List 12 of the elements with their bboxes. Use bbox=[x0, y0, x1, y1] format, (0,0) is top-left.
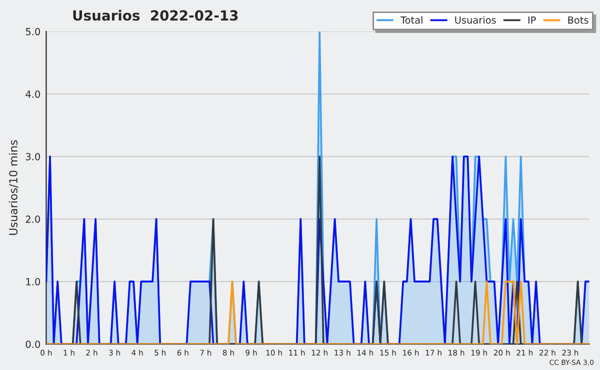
y-tick-label: 1.0 bbox=[26, 278, 40, 286]
legend-label: Total bbox=[400, 16, 422, 24]
y-tick-label: 0.0 bbox=[26, 340, 40, 348]
y-tick-label: 2.0 bbox=[26, 216, 40, 223]
legend-label: Bots bbox=[568, 16, 588, 24]
y-axis-title: Usuarios/10 mins bbox=[8, 140, 18, 235]
legend-label: IP bbox=[528, 16, 536, 24]
y-tick-label: 5.0 bbox=[26, 28, 40, 36]
y-tick-label: 3.0 bbox=[26, 152, 40, 160]
chart-title: Usuarios 2022-02-13 bbox=[73, 10, 238, 21]
y-tick-label: 4.0 bbox=[26, 90, 40, 98]
legend-label: Usuarios bbox=[455, 16, 496, 24]
